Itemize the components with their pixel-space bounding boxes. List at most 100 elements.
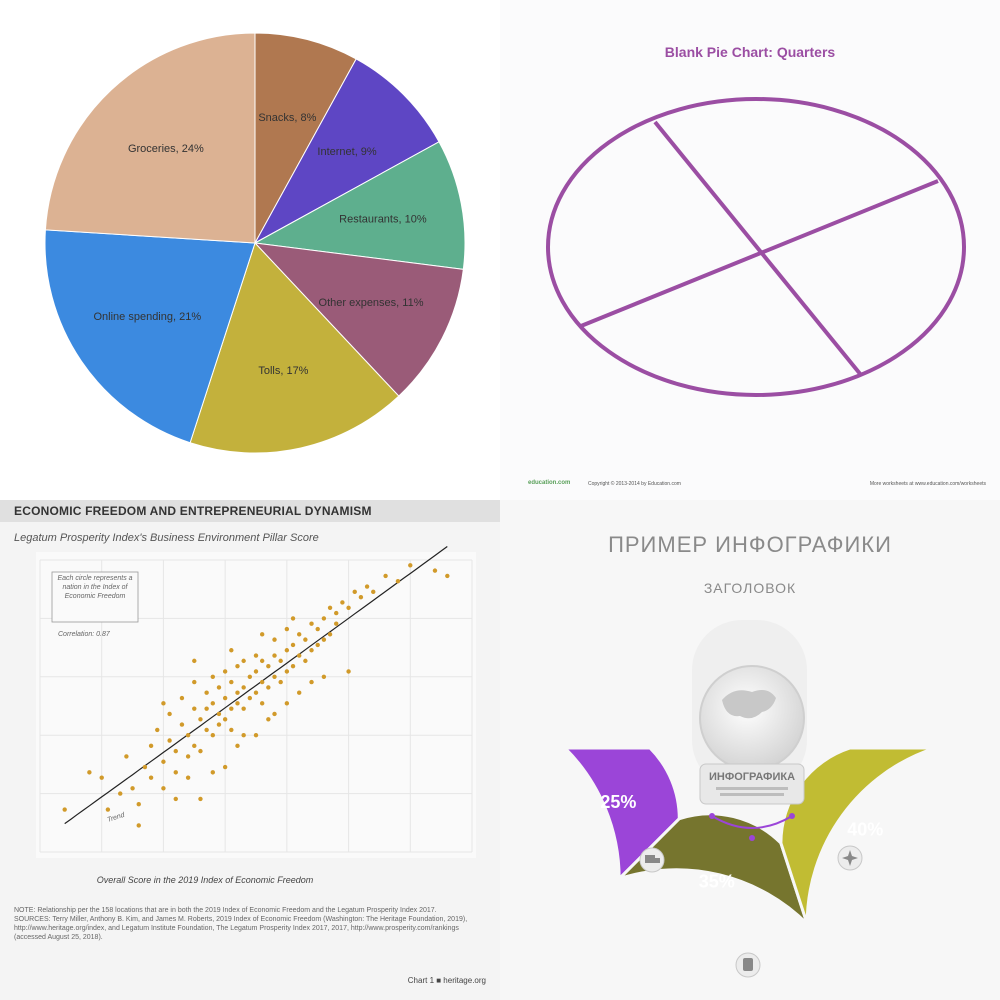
scatter-point xyxy=(445,573,450,579)
scatter-point xyxy=(272,653,277,658)
arrow-right-dot xyxy=(789,813,795,819)
scatter-point xyxy=(334,610,339,616)
scatter-point xyxy=(99,775,104,780)
pie-slice xyxy=(44,229,256,444)
scatter-point xyxy=(130,786,135,791)
scatter-point xyxy=(204,690,209,695)
scatter-point xyxy=(303,658,308,664)
scatter-point xyxy=(210,701,215,706)
scatter-point xyxy=(198,717,203,722)
scatter-point xyxy=(259,701,265,706)
blank-pie-outline xyxy=(546,97,966,397)
globe-icon xyxy=(699,665,805,771)
scatter-point xyxy=(241,658,246,664)
infographic-chart: 25% 35% 40% ИНФОГРАФИКА xyxy=(561,620,936,978)
scatter-point xyxy=(278,679,283,685)
scatter-point xyxy=(303,637,308,642)
arrow-left-dot xyxy=(709,813,715,819)
donut-segment-label: 25% xyxy=(600,792,636,812)
scatter-point xyxy=(432,568,438,573)
scatter-point xyxy=(185,754,191,759)
pie-slice-label: Snacks, 8% xyxy=(258,112,316,124)
scatter-point xyxy=(161,786,166,791)
scatter-point xyxy=(284,701,290,706)
scatter-point xyxy=(266,685,271,690)
scatter-notes: NOTE: Relationship per the 158 locations… xyxy=(14,906,484,942)
scatter-sources: SOURCES: Terry Miller, Anthony B. Kim, a… xyxy=(14,916,468,941)
scatter-point xyxy=(161,701,166,706)
pie-slice xyxy=(253,141,466,270)
infographic-title: ПРИМЕР ИНФОГРАФИКИ xyxy=(608,532,892,557)
scatter-point xyxy=(216,722,222,727)
scatter-point xyxy=(185,733,191,738)
scatter-point xyxy=(346,605,351,610)
scatter-point xyxy=(222,669,228,674)
scatter-note: NOTE: Relationship per the 158 locations… xyxy=(14,907,437,914)
arrow-arc xyxy=(711,815,793,829)
scatter-point xyxy=(371,589,376,595)
scatter-point xyxy=(395,579,401,584)
scatter-point xyxy=(235,701,240,706)
scatter-point xyxy=(87,770,92,775)
correlation-label: Correlation: 0.87 xyxy=(58,631,111,638)
scatter-point xyxy=(284,648,290,653)
scatter-point xyxy=(284,626,290,632)
scatter-point xyxy=(210,770,215,775)
scatter-point xyxy=(346,669,351,674)
scatter-point xyxy=(192,706,197,711)
scatter-point xyxy=(290,616,296,621)
scatter-point xyxy=(161,759,166,764)
pie-slice xyxy=(253,58,440,245)
scatter-point xyxy=(241,733,246,738)
expense-pie-chart: Snacks, 8% Internet, 9% Restaurants, 10% Ot… xyxy=(44,32,466,454)
scatter-point xyxy=(352,589,357,595)
scatter-point xyxy=(364,584,370,589)
scatter-point xyxy=(198,796,203,802)
scatter-point xyxy=(192,658,197,664)
scatter-point xyxy=(222,717,228,722)
scatter-point xyxy=(253,690,259,695)
scatter-point xyxy=(167,738,172,743)
scatter-point xyxy=(229,706,234,711)
annotation-box xyxy=(51,571,139,623)
scatter-point xyxy=(259,679,265,685)
scatter-point xyxy=(204,706,209,711)
scatter-point xyxy=(340,600,345,605)
scatter-point xyxy=(229,648,234,653)
expense-pie-panel: Snacks, 8% Internet, 9% Restaurants, 10% Ot… xyxy=(0,0,500,500)
pie-slice xyxy=(44,32,256,244)
scatter-point xyxy=(148,743,154,749)
scatter-point xyxy=(222,764,228,770)
scatter-subtitle: Legatum Prosperity Index's Business Envi… xyxy=(14,532,319,544)
scatter-point xyxy=(259,632,265,637)
scatter-point xyxy=(297,653,302,658)
scatter-point xyxy=(229,679,234,685)
blank-pie-chart xyxy=(546,97,966,397)
scatter-point xyxy=(118,791,123,796)
scatter-point xyxy=(210,674,215,679)
blank-pie-title: Blank Pie Chart: Quarters xyxy=(664,44,836,60)
scatter-point xyxy=(309,679,314,685)
scatter-point xyxy=(124,754,129,759)
scatter-point xyxy=(253,653,259,658)
scatter-point xyxy=(210,733,215,738)
pie-slice xyxy=(253,242,464,397)
scatter-point xyxy=(241,685,246,690)
education-logo: education.com xyxy=(528,480,571,486)
continent-shape xyxy=(722,690,776,719)
scatter-header-bar: ECONOMIC FREEDOM AND ENTREPRENEURIAL DYN… xyxy=(0,500,500,522)
scatter-point xyxy=(235,743,240,749)
scatter-point xyxy=(179,695,185,701)
blank-pie-divider-1 xyxy=(653,120,863,377)
scatter-point xyxy=(216,685,222,690)
scatter-point xyxy=(383,573,388,579)
scatter-point xyxy=(192,679,197,685)
pie-slice-label: Restaurants, 10% xyxy=(339,214,427,226)
pie-slice-label: Internet, 9% xyxy=(317,146,377,158)
scatter-point xyxy=(136,823,141,828)
footer-more-worksheets[interactable]: More worksheets at www.education.com/wor… xyxy=(869,481,986,487)
blank-pie-divider-2 xyxy=(580,179,939,328)
scatter-point xyxy=(278,658,283,664)
scatter-point xyxy=(185,775,191,780)
scatter-point xyxy=(290,642,296,648)
